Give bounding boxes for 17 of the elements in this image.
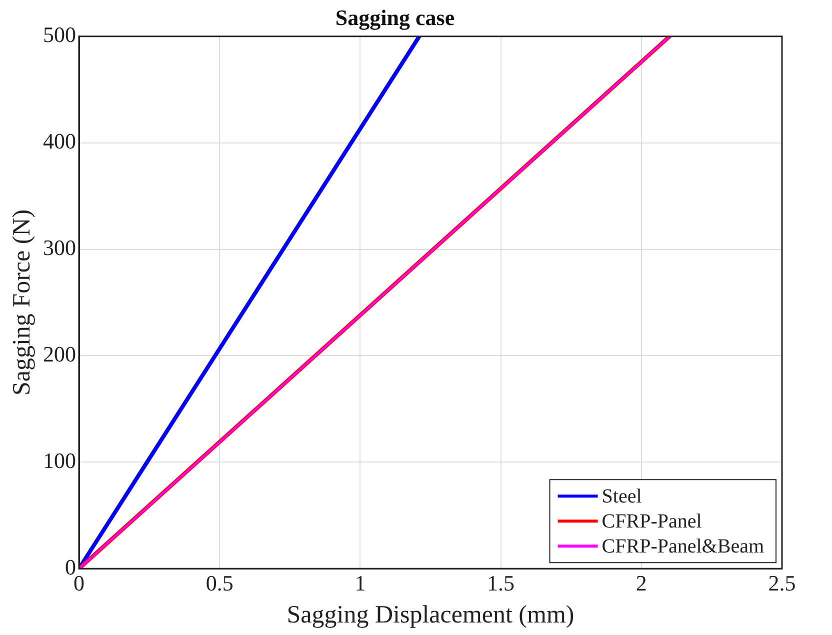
- legend-label: CFRP-Panel: [602, 510, 702, 532]
- legend-label: Steel: [602, 485, 642, 508]
- y-tick-label: 200: [43, 342, 76, 366]
- y-tick-label: 100: [43, 448, 76, 473]
- y-axis-title: Sagging Force (N): [8, 209, 36, 396]
- x-tick-label: 0.5: [206, 570, 234, 596]
- y-tick-label: 400: [43, 128, 76, 154]
- y-tick-label: 0: [65, 554, 76, 580]
- x-tick-label: 1: [354, 570, 366, 596]
- x-tick-label: 2.5: [768, 570, 796, 596]
- chart-title: Sagging case: [335, 4, 455, 30]
- y-tick-label: 300: [43, 235, 76, 260]
- y-tick-label: 500: [43, 22, 76, 48]
- legend-label: CFRP-Panel&Beam: [602, 535, 764, 558]
- x-axis-title: Sagging Displacement (mm): [286, 602, 574, 629]
- x-tick-label: 1.5: [487, 570, 515, 596]
- x-tick-label: 2: [636, 570, 647, 596]
